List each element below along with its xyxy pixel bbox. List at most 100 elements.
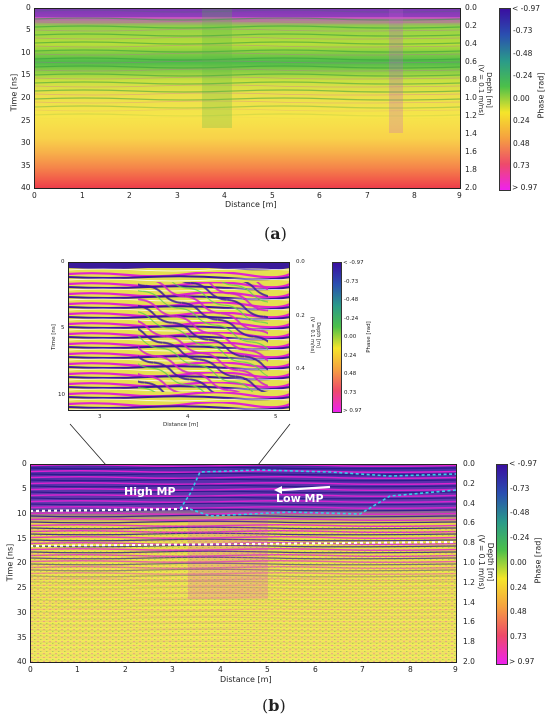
annotation-high-mp: High MP: [124, 485, 176, 498]
depth-tick: 1.4: [465, 129, 477, 138]
x-tick: 4: [218, 665, 223, 674]
cbar-tick: > 0.97: [509, 657, 535, 666]
depth-tick: 0.4: [465, 39, 477, 48]
y-tick: 20: [17, 558, 27, 567]
depth-tick: 0.2: [463, 479, 475, 488]
colorbar-a: [499, 8, 511, 191]
cbar-tick: > 0.97: [512, 183, 538, 192]
x-tick: 2: [127, 191, 132, 200]
radargram-b-frame: [30, 464, 457, 663]
y-tick: 0: [61, 259, 65, 265]
x-tick: 5: [274, 414, 278, 420]
depth-tick: 2.0: [465, 183, 477, 192]
y-axis-label-b: Time [ns]: [5, 543, 15, 582]
radargram-b-image: [30, 464, 457, 663]
y-tick: 30: [21, 138, 31, 147]
cbar-tick: 0.73: [513, 161, 530, 170]
colorbar-label-b: Phase [rad]: [533, 537, 543, 584]
y-tick: 35: [17, 633, 27, 642]
x-axis-label-b: Distance [m]: [220, 675, 272, 684]
x-tick: 7: [360, 665, 365, 674]
inset-frame: [68, 262, 290, 411]
cbar-tick: < -0.97: [343, 260, 364, 266]
cbar-tick: -0.24: [344, 316, 359, 322]
y-tick: 40: [21, 183, 31, 192]
depth-tick: 1.8: [465, 165, 477, 174]
cbar-tick: < -0.97: [509, 459, 538, 468]
depth-label-line1: Depth [m]: [485, 72, 493, 108]
x-tick: 3: [175, 191, 180, 200]
depth-tick: 1.8: [463, 637, 475, 646]
cbar-tick: 0.48: [513, 139, 530, 148]
x-axis-label-a: Distance [m]: [225, 200, 277, 209]
depth-tick: 0.4: [463, 499, 475, 508]
caption-a: (a): [264, 224, 287, 243]
depth-tick: 0.6: [465, 57, 477, 66]
inset-y-axis-label: Time [ns]: [51, 324, 57, 350]
cbar-tick: 0.24: [510, 583, 527, 592]
depth-tick: 1.0: [463, 558, 475, 567]
cbar-tick: -0.48: [513, 49, 533, 58]
depth-tick: 1.2: [465, 111, 477, 120]
x-tick: 8: [408, 665, 413, 674]
depth-tick: 1.4: [463, 598, 475, 607]
x-tick: 1: [80, 191, 85, 200]
cbar-tick: 0.00: [513, 94, 530, 103]
y-tick: 35: [21, 161, 31, 170]
cbar-tick: -0.48: [344, 297, 359, 303]
y-tick: 15: [21, 70, 31, 79]
x-tick: 8: [412, 191, 417, 200]
cbar-tick: -0.24: [510, 533, 530, 542]
y-tick: 10: [17, 509, 27, 518]
cbar-tick: 0.00: [344, 334, 357, 340]
y-tick: 10: [58, 392, 65, 398]
cbar-tick: 0.24: [513, 116, 530, 125]
cbar-tick: -0.24: [513, 71, 533, 80]
y-tick: 0: [26, 3, 31, 12]
x-tick: 4: [186, 414, 190, 420]
y-tick: 5: [26, 25, 31, 34]
depth-tick: 1.6: [465, 147, 477, 156]
caption-b-letter: b: [268, 696, 280, 715]
depth-tick: 1.0: [465, 93, 477, 102]
depth-tick: 0.4: [296, 366, 305, 372]
y-tick: 30: [17, 608, 27, 617]
depth-axis-label-b: Depth [m] (V = 0.1 m/ns): [477, 527, 495, 597]
cbar-tick: < -0.97: [512, 4, 541, 13]
cbar-tick: 0.48: [344, 371, 357, 377]
x-tick: 9: [457, 191, 462, 200]
depth-tick: 2.0: [463, 657, 475, 666]
x-tick: 5: [270, 191, 275, 200]
caption-a-letter: a: [270, 224, 281, 243]
cbar-tick: -0.48: [510, 508, 530, 517]
y-tick: 0: [22, 459, 27, 468]
depth-label-line1: Depth [m]: [315, 322, 321, 348]
depth-label-line2: (V = 0.1 m/ns): [477, 64, 485, 116]
depth-label-line1: Depth [m]: [486, 542, 495, 582]
x-tick: 6: [317, 191, 322, 200]
x-tick: 5: [265, 665, 270, 674]
y-tick: 5: [22, 484, 27, 493]
y-tick: 10: [21, 48, 31, 57]
depth-tick: 0.6: [463, 518, 475, 527]
cbar-tick: -0.73: [513, 26, 533, 35]
depth-tick: 1.6: [463, 617, 475, 626]
depth-tick: 1.2: [463, 578, 475, 587]
x-tick: 6: [313, 665, 318, 674]
x-tick: 3: [170, 665, 175, 674]
x-tick: 9: [453, 665, 458, 674]
depth-label-line2: (V = 0.1 m/ns): [309, 316, 315, 354]
y-tick: 40: [17, 657, 27, 666]
y-tick: 20: [21, 93, 31, 102]
depth-axis-label-a: Depth [m] (V = 0.1 m/ns): [477, 58, 493, 122]
depth-label-line2: (V = 0.1 m/ns): [477, 534, 486, 590]
y-axis-label-a: Time [ns]: [9, 73, 19, 112]
depth-tick: 0.8: [465, 75, 477, 84]
cbar-tick: 0.73: [344, 390, 357, 396]
y-tick: 15: [17, 534, 27, 543]
cbar-tick: -0.73: [344, 279, 359, 285]
caption-b: (b): [262, 696, 286, 715]
y-tick: 25: [17, 583, 27, 592]
radargram-a-frame: [34, 8, 461, 189]
inset-x-axis-label: Distance [m]: [163, 422, 199, 428]
